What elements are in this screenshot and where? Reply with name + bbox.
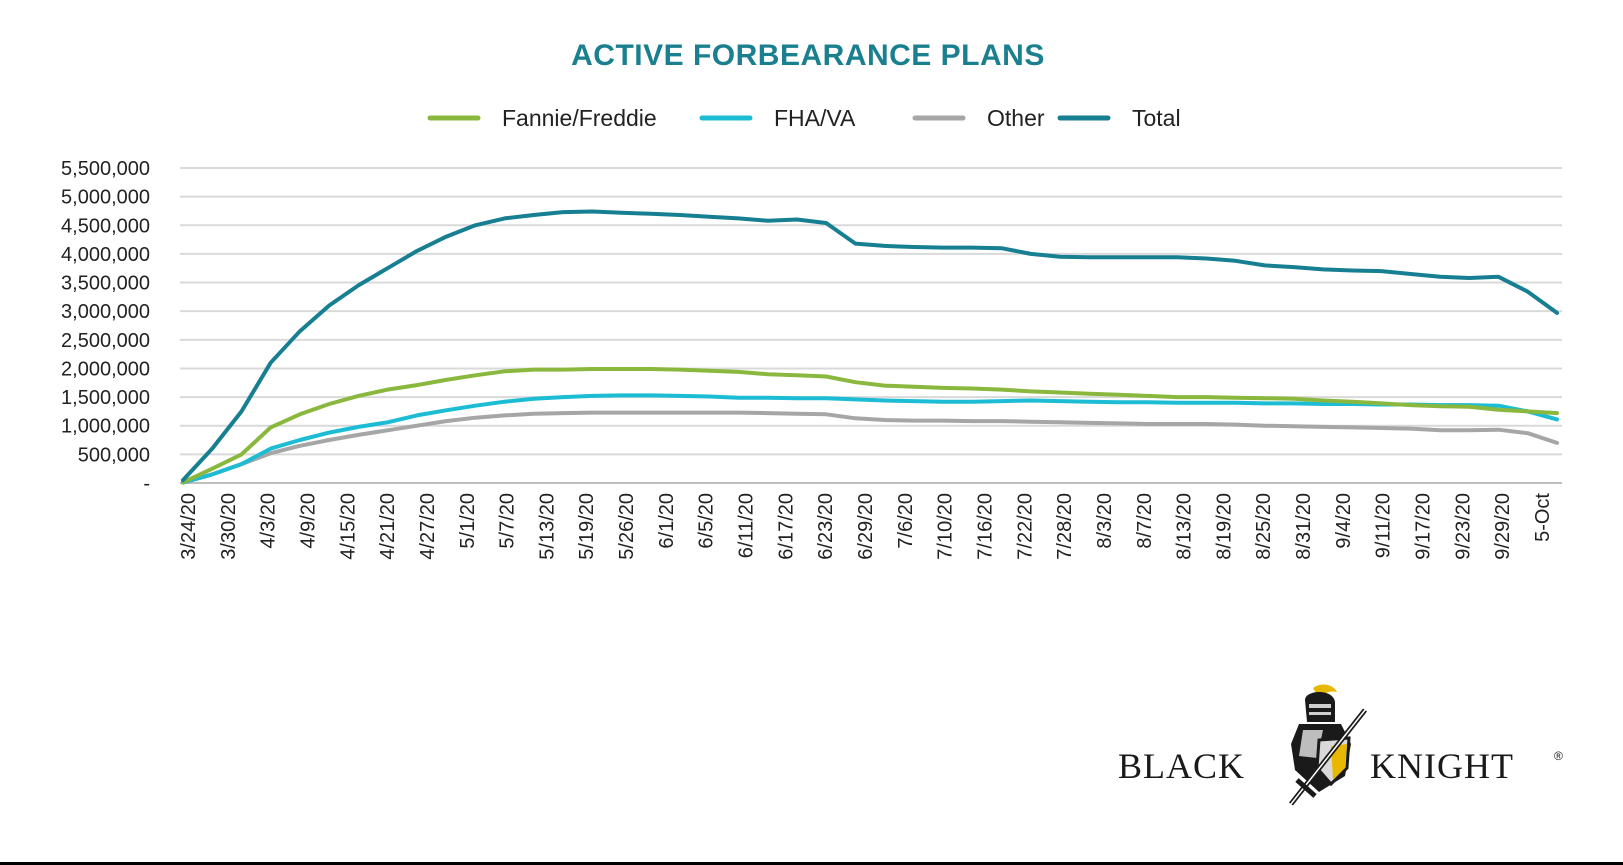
y-tick-label: 4,000,000 <box>61 244 150 266</box>
x-tick-label: 6/17/20 <box>775 493 797 560</box>
x-tick-label: 5-Oct <box>1532 493 1554 542</box>
legend-label: Fannie/Freddie <box>502 105 657 131</box>
x-tick-label: 5/1/20 <box>457 493 479 549</box>
legend-label: FHA/VA <box>774 105 856 131</box>
x-tick-label: 4/15/20 <box>337 493 359 560</box>
legend-label: Total <box>1132 105 1181 131</box>
y-tick-label: 2,000,000 <box>61 358 150 380</box>
bottom-rule <box>0 862 1623 865</box>
x-tick-label: 5/7/20 <box>497 493 519 549</box>
logo-text-knight: KNIGHT <box>1370 746 1514 786</box>
legend: Fannie/Freddie FHA/VA Other Total <box>427 105 1181 131</box>
chart-title: ACTIVE FORBEARANCE PLANS <box>571 39 1045 72</box>
y-tick-label: 5,500,000 <box>61 158 150 180</box>
series-lines <box>181 209 1559 485</box>
x-tick-label: 8/19/20 <box>1213 493 1235 560</box>
x-tick-label: 8/7/20 <box>1134 493 1156 549</box>
x-tick-label: 5/26/20 <box>616 493 638 560</box>
x-tick-label: 4/9/20 <box>297 493 319 549</box>
x-tick-label: 9/4/20 <box>1333 493 1355 549</box>
y-tick-label: 4,500,000 <box>61 215 150 237</box>
x-tick-label: 3/24/20 <box>178 493 200 560</box>
x-tick-label: 8/13/20 <box>1174 493 1196 560</box>
x-tick-label: 7/22/20 <box>1014 493 1036 560</box>
logo-registered-mark: ® <box>1554 749 1563 763</box>
x-tick-label: 5/13/20 <box>536 493 558 560</box>
x-tick-label: 7/10/20 <box>935 493 957 560</box>
black-knight-logo: BLACK KNIGHT ® <box>1118 684 1563 806</box>
x-tick-label: 6/29/20 <box>855 493 877 560</box>
x-tick-label: 8/31/20 <box>1293 493 1315 560</box>
x-tick-label: 7/28/20 <box>1054 493 1076 560</box>
y-tick-label: 1,500,000 <box>61 387 150 409</box>
x-axis: 3/24/20 3/30/20 4/3/20 4/9/20 4/15/20 4/21/20… <box>178 493 1554 560</box>
x-tick-label: 4/3/20 <box>258 493 280 549</box>
y-tick-label: 3,000,000 <box>61 301 150 323</box>
x-tick-label: 9/11/20 <box>1373 493 1395 558</box>
y-axis: - 500,000 1,000,000 1,500,000 2,000,000 2,500… <box>61 158 150 495</box>
x-tick-label: 8/25/20 <box>1253 493 1275 560</box>
x-tick-label: 9/23/20 <box>1452 493 1474 560</box>
y-tick-label: 500,000 <box>78 444 150 466</box>
y-tick-label: 3,500,000 <box>61 273 150 295</box>
x-tick-label: 4/21/20 <box>377 493 399 560</box>
y-tick-label: - <box>143 473 150 495</box>
series-line-other <box>181 410 1559 485</box>
x-tick-label: 6/1/20 <box>656 493 678 549</box>
x-tick-label: 6/23/20 <box>815 493 837 560</box>
series-line-total <box>181 209 1559 483</box>
y-tick-label: 1,000,000 <box>61 416 150 438</box>
grid <box>180 167 1562 484</box>
x-tick-label: 5/19/20 <box>576 493 598 560</box>
series-line-fannie-freddie <box>181 367 1559 485</box>
logo-text-black: BLACK <box>1118 746 1245 786</box>
x-tick-label: 7/6/20 <box>895 493 917 549</box>
x-tick-label: 9/29/20 <box>1492 493 1514 560</box>
x-tick-label: 9/17/20 <box>1413 493 1435 560</box>
legend-label: Other <box>987 105 1045 131</box>
y-tick-label: 2,500,000 <box>61 330 150 352</box>
x-tick-label: 6/5/20 <box>696 493 718 549</box>
x-tick-label: 8/3/20 <box>1094 493 1116 549</box>
y-tick-label: 5,000,000 <box>61 187 150 209</box>
series-line-fha-va <box>181 393 1559 485</box>
x-tick-label: 6/11/20 <box>736 493 758 558</box>
x-tick-label: 7/16/20 <box>974 493 996 560</box>
x-tick-label: 3/30/20 <box>218 493 240 560</box>
x-tick-label: 4/27/20 <box>417 493 439 560</box>
knight-icon <box>1289 684 1367 806</box>
